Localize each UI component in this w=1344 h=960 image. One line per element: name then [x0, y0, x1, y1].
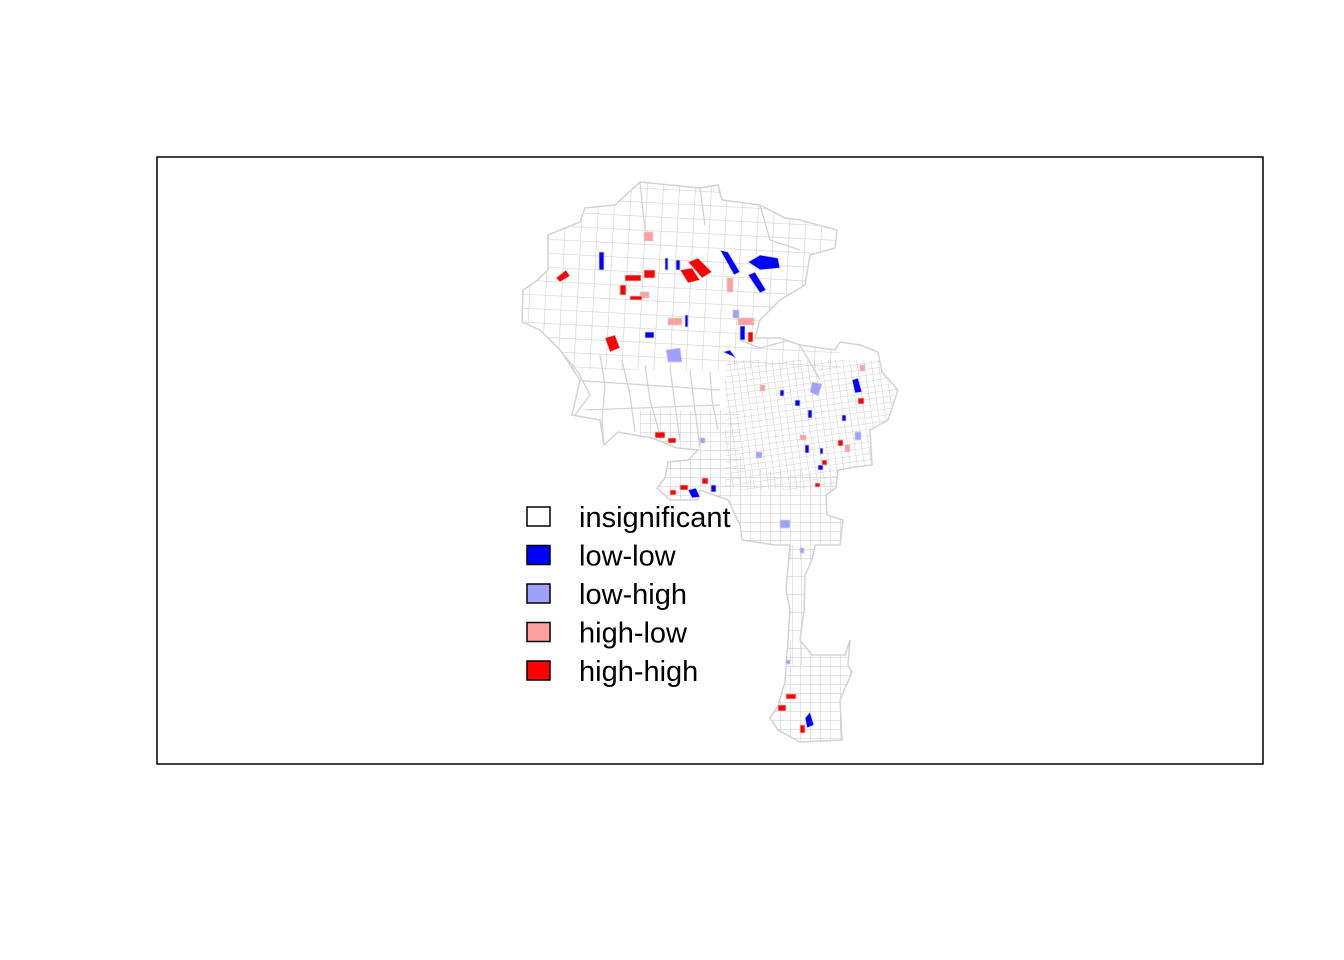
- legend-label-insignificant: insignificant: [579, 502, 731, 534]
- legend-swatch-high-high: [526, 660, 551, 681]
- tract-grid: [522, 182, 898, 742]
- legend-swatch-insignificant: [526, 506, 551, 527]
- legend-label-low-low: low-low: [579, 541, 677, 573]
- legend-swatch-low-high: [526, 583, 551, 604]
- cluster-high-low: [639, 231, 866, 453]
- legend-label-high-high: high-high: [579, 656, 698, 688]
- legend-label-low-high: low-high: [579, 579, 687, 611]
- legend-label-high-low: high-low: [579, 618, 688, 650]
- cluster-low-high: [665, 309, 862, 665]
- tract-map: [521, 181, 899, 743]
- cluster-low-low: [598, 249, 863, 729]
- legend-swatch-high-low: [526, 621, 551, 643]
- city-boundary: [521, 181, 899, 743]
- plot-frame: [156, 156, 1264, 765]
- legend: insignificant low-low low-high high-low high…: [526, 502, 731, 688]
- cluster-high-high: [555, 257, 865, 734]
- legend-swatch-low-low: [526, 544, 551, 566]
